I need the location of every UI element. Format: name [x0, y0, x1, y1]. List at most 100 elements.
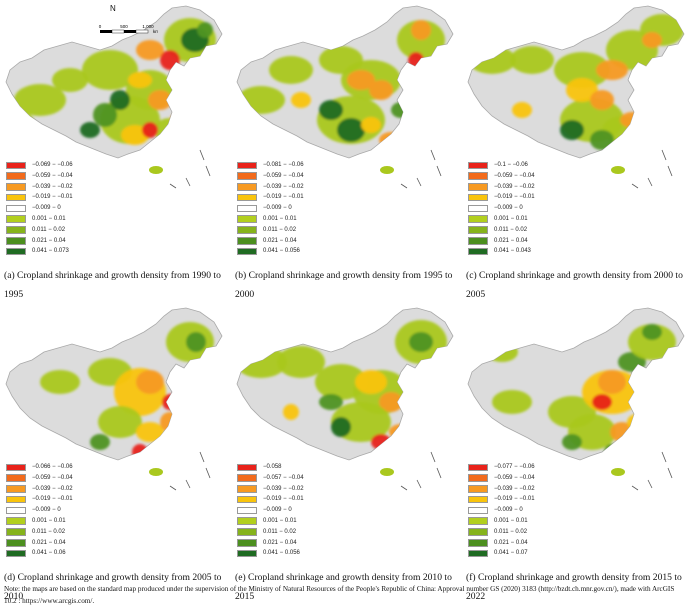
boundary-dash	[199, 149, 205, 161]
legend-swatch	[237, 183, 257, 191]
legend-swatch	[468, 226, 488, 234]
legend-label: 0.011 − 0.02	[263, 226, 297, 233]
density-blob	[361, 117, 381, 133]
legend-swatch	[468, 161, 488, 169]
boundary-dash	[185, 177, 191, 187]
legend-label: −0.009 − 0	[494, 507, 523, 514]
legend-label: 0.011 − 0.02	[32, 226, 66, 233]
legend-label: 0.041 − 0.073	[32, 248, 69, 255]
legend-label: 0.011 − 0.02	[263, 528, 297, 535]
density-blob	[592, 394, 612, 410]
density-blob	[237, 86, 285, 114]
legend-label: −0.019 − −0.01	[32, 194, 73, 201]
boundary-dash	[436, 467, 442, 479]
legend-label: −0.059 − −0.04	[494, 474, 535, 481]
legend-swatch	[237, 161, 257, 169]
legend-label: 0.001 − 0.01	[263, 517, 297, 524]
scale-tick-label: 500	[120, 24, 128, 29]
boundary-dash	[185, 479, 191, 489]
density-blob	[148, 90, 172, 110]
map-panel: −0.077 − −0.06 −0.059 − −0.04 −0.039 − −0.…	[462, 302, 685, 602]
legend-swatch	[237, 495, 257, 504]
scale-tick-label: 1,000	[142, 24, 154, 29]
legend-label: 0.041 − 0.056	[263, 550, 300, 557]
legend-label: −0.019 − −0.01	[32, 496, 73, 503]
density-blob	[93, 103, 117, 127]
legend-swatch	[6, 172, 26, 180]
legend-label: −0.059 − −0.04	[32, 172, 73, 179]
density-blob	[408, 52, 424, 68]
legend-swatch	[6, 193, 26, 202]
density-blob	[468, 46, 516, 74]
boundary-dash	[661, 451, 667, 463]
density-blob	[154, 118, 186, 142]
legend-label: 0.001 − 0.01	[494, 517, 528, 524]
density-blob	[128, 72, 152, 88]
boundary-dash	[631, 485, 639, 491]
legend-swatch	[237, 549, 257, 558]
legend-swatch	[468, 549, 488, 558]
density-blob	[14, 84, 66, 116]
panel-caption: (c) Cropland shrinkage and growth densit…	[466, 270, 683, 300]
legend-label: −0.009 − 0	[32, 507, 61, 514]
legend-label: −0.039 − −0.02	[263, 485, 304, 492]
density-blob	[379, 392, 403, 412]
legend-label: −0.009 − 0	[32, 205, 61, 212]
density-blob	[197, 22, 213, 38]
legend-label: 0.021 − 0.04	[263, 237, 297, 244]
map-panel: −0.058 −0.057 − −0.04 −0.039 − −0.02 −0.019…	[231, 302, 459, 602]
legend-swatch	[468, 172, 488, 180]
density-map	[5, 5, 223, 189]
legend-swatch	[6, 485, 26, 493]
legend-label: −0.009 − 0	[263, 205, 292, 212]
legend-swatch	[468, 495, 488, 504]
density-map	[236, 307, 454, 491]
density-blob	[510, 46, 554, 74]
boundary-dash	[205, 467, 211, 479]
density-blob	[347, 70, 375, 90]
density-blob	[598, 370, 626, 394]
legend-swatch	[6, 215, 26, 223]
density-blob	[162, 394, 178, 410]
density-blob	[596, 60, 628, 80]
density-blob	[512, 102, 532, 118]
hainan-island	[149, 166, 163, 174]
legend-label: 0.001 − 0.01	[32, 215, 66, 222]
density-blob	[132, 444, 148, 460]
legend-label: −0.069 − −0.06	[32, 162, 73, 168]
density-blob	[40, 370, 80, 394]
legend-swatch	[237, 528, 257, 536]
density-blob	[371, 434, 391, 450]
density-blob	[136, 422, 164, 442]
scale-unit: km	[153, 29, 158, 34]
legend-label: 0.011 − 0.02	[494, 528, 528, 535]
hainan-island	[380, 468, 394, 476]
boundary-dash	[647, 479, 653, 489]
legend-swatch	[468, 193, 488, 202]
legend-label: −0.019 − −0.01	[263, 496, 304, 503]
legend-swatch	[468, 474, 488, 482]
boundary-dash	[416, 479, 422, 489]
density-blob	[136, 40, 164, 60]
boundary-dash	[205, 165, 211, 177]
density-blob	[409, 332, 433, 352]
north-arrow: N	[110, 4, 116, 13]
legend-label: 0.021 − 0.04	[32, 237, 66, 244]
legend-label: −0.081 − −0.06	[263, 162, 304, 168]
map-panel: −0.066 − −0.06 −0.059 − −0.04 −0.039 − −0.…	[0, 302, 228, 602]
legend-label: 0.021 − 0.04	[263, 539, 297, 546]
legend-label: 0.041 − 0.06	[32, 550, 66, 557]
legend-label: 0.021 − 0.04	[494, 539, 528, 546]
legend-swatch	[237, 485, 257, 493]
density-blob	[642, 32, 662, 48]
legend-swatch	[468, 539, 488, 547]
density-blob	[319, 394, 343, 410]
legend-swatch	[237, 463, 257, 471]
density-blob	[337, 118, 365, 142]
density-blob	[590, 90, 614, 110]
figure-note: Note: the maps are based on the standard…	[4, 585, 675, 605]
panel-caption: (d) Cropland shrinkage and growth densit…	[4, 572, 222, 602]
boundary-dash	[430, 451, 436, 463]
legend-swatch	[468, 247, 488, 256]
density-blob	[82, 50, 138, 90]
